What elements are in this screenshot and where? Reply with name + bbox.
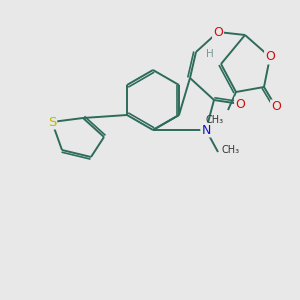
Text: O: O [213, 26, 223, 38]
Text: S: S [48, 116, 56, 128]
Text: O: O [235, 98, 245, 110]
Text: O: O [265, 50, 275, 64]
Text: CH₃: CH₃ [206, 115, 224, 125]
Text: O: O [271, 100, 281, 113]
Text: N: N [201, 124, 211, 136]
Text: H: H [206, 49, 214, 59]
Text: CH₃: CH₃ [222, 145, 240, 155]
